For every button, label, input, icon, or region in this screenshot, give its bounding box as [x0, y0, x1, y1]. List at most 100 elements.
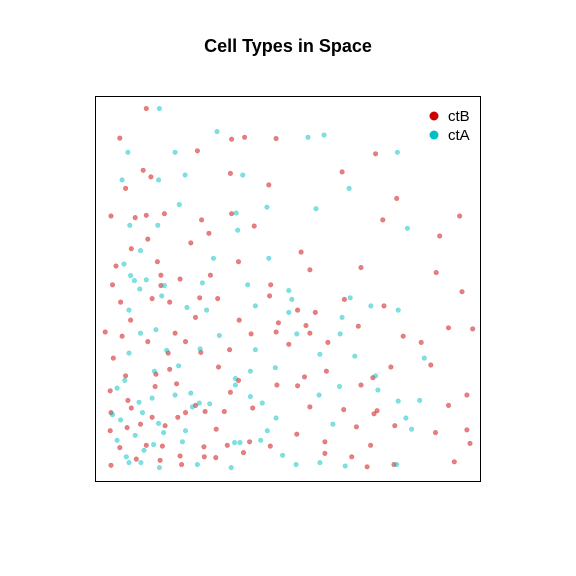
point-ctb	[388, 364, 394, 370]
point-cta	[210, 255, 217, 261]
point-ctb	[143, 105, 149, 112]
point-ctb	[374, 408, 380, 414]
point-cta	[347, 295, 353, 301]
point-ctb	[122, 373, 129, 379]
point-ctb	[349, 454, 355, 460]
point-ctb	[275, 320, 282, 326]
point-ctb	[368, 442, 374, 448]
point-ctb	[459, 289, 465, 295]
point-cta	[232, 375, 238, 382]
point-ctb	[194, 148, 200, 154]
point-cta	[252, 303, 258, 309]
point-cta	[149, 395, 155, 401]
point-cta	[330, 421, 336, 427]
point-ctb	[207, 272, 213, 278]
point-cta	[245, 282, 251, 288]
point-ctb	[433, 269, 439, 276]
point-cta	[156, 465, 162, 471]
point-ctb	[247, 439, 253, 445]
point-ctb	[206, 230, 212, 236]
point-cta	[247, 368, 253, 374]
point-ctb	[470, 326, 476, 332]
point-ctb	[295, 307, 301, 313]
point-ctb	[380, 217, 386, 223]
point-ctb	[295, 383, 301, 389]
point-ctb	[149, 296, 155, 302]
point-ctb	[464, 392, 470, 398]
point-ctb	[133, 456, 139, 462]
point-cta	[273, 415, 279, 421]
point-cta	[247, 393, 253, 400]
point-ctb	[117, 135, 123, 141]
point-ctb	[339, 169, 345, 175]
point-cta	[126, 307, 132, 313]
point-cta	[156, 420, 162, 427]
point-ctb	[182, 410, 189, 416]
point-cta	[368, 303, 374, 309]
point-ctb	[119, 333, 125, 339]
point-ctb	[162, 423, 168, 429]
point-ctb	[307, 404, 313, 410]
point-cta	[395, 398, 401, 404]
point-ctb	[381, 303, 387, 309]
point-cta	[119, 177, 125, 183]
point-ctb	[145, 236, 151, 242]
point-ctb	[137, 421, 144, 427]
point-cta	[339, 314, 345, 321]
point-cta	[337, 331, 343, 337]
point-ctb	[240, 450, 247, 456]
point-ctb	[286, 341, 292, 347]
point-cta	[176, 363, 182, 369]
point-cta	[182, 172, 188, 178]
point-cta	[138, 460, 144, 466]
point-cta	[137, 330, 144, 336]
point-ctb	[227, 170, 233, 176]
point-cta	[264, 428, 270, 434]
point-cta	[194, 461, 200, 468]
point-ctb	[251, 223, 257, 229]
point-cta	[232, 440, 238, 446]
point-ctb	[451, 459, 457, 465]
point-cta	[123, 454, 129, 460]
point-ctb	[267, 443, 273, 449]
point-ctb	[167, 299, 173, 305]
point-ctb	[172, 330, 178, 336]
point-cta	[272, 365, 278, 371]
point-cta	[417, 397, 423, 404]
point-cta	[252, 347, 258, 353]
point-cta	[109, 412, 116, 418]
point-cta	[317, 351, 323, 357]
point-ctb	[192, 314, 199, 321]
legend: ctB ctA	[429, 108, 470, 144]
point-ctb	[418, 339, 424, 346]
point-ctb	[394, 195, 400, 201]
point-ctb	[236, 317, 242, 323]
point-ctb	[188, 240, 194, 246]
point-cta	[394, 149, 401, 155]
point-ctb	[274, 382, 280, 388]
point-cta	[179, 439, 185, 445]
point-cta	[176, 201, 182, 208]
point-cta	[264, 204, 270, 210]
point-cta	[128, 273, 134, 279]
point-ctb	[235, 259, 242, 265]
point-ctb	[102, 329, 108, 335]
point-ctb	[128, 246, 134, 252]
point-cta	[286, 309, 292, 316]
point-ctb	[353, 424, 360, 430]
point-ctb	[215, 364, 222, 370]
point-cta	[199, 280, 205, 286]
point-cta	[395, 307, 401, 313]
point-cta	[121, 261, 127, 267]
point-ctb	[109, 282, 116, 288]
point-ctb	[213, 426, 219, 432]
point-ctb	[307, 267, 313, 273]
point-ctb	[117, 299, 124, 305]
point-ctb	[358, 382, 364, 388]
point-ctb	[364, 464, 370, 470]
point-ctb	[445, 402, 452, 409]
point-ctb	[108, 462, 114, 468]
point-cta	[137, 286, 143, 292]
point-cta	[216, 332, 222, 339]
